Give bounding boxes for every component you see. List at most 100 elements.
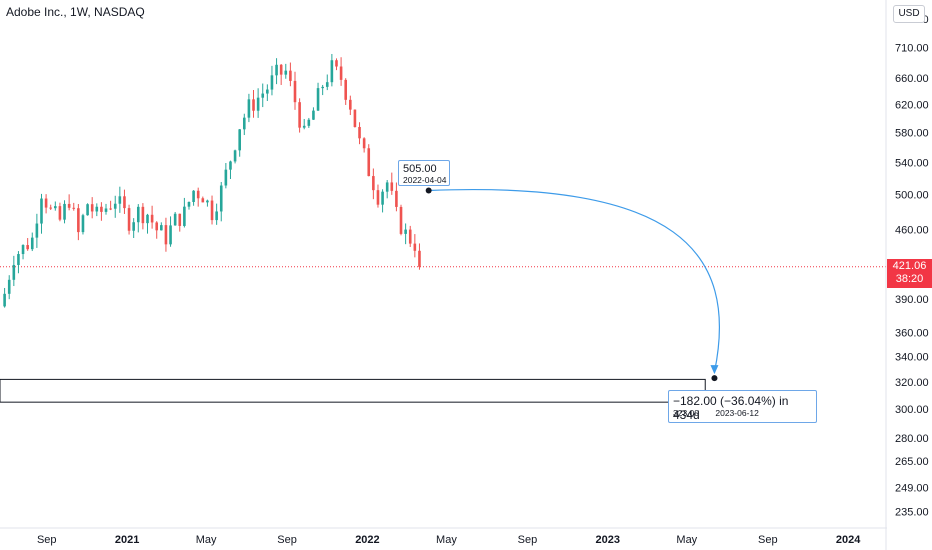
candle-body [173,213,177,226]
candle-body [279,64,283,75]
candle-body [316,88,320,111]
candle-body [132,222,135,231]
end-price-date: 323.00 2023-06-12 [673,408,759,418]
price-tick-label: 249.00 [895,482,929,494]
candle-body [293,80,297,103]
candle-body [229,161,232,170]
candle-body [381,191,384,205]
price-axis[interactable]: 760.00710.00660.00620.00580.00540.00500.… [885,0,929,550]
candle-body [256,97,260,111]
time-tick-label: May [676,534,697,546]
candle-body [95,206,99,212]
support-zone-rectangle [0,378,706,403]
price-tick-label: 390.00 [895,294,929,306]
candles-group [3,53,421,308]
candle-body [3,293,6,307]
candle-body [302,125,306,128]
price-tick-label: 265.00 [895,456,929,468]
candle-body [261,93,265,98]
support-zone-group [0,378,706,403]
candle-body [242,117,246,130]
candle-body [395,190,398,207]
measure-end-point [711,375,718,382]
price-tick-label: 710.00 [895,42,929,54]
candle-body [353,109,357,127]
candle-body [178,213,182,226]
candle-body [21,245,25,255]
candle-body [63,203,66,220]
time-tick-label: 2023 [596,534,620,546]
candle-body [362,138,366,149]
candle-body [201,198,205,203]
price-tick-label: 360.00 [895,328,929,340]
last-price-tag: 421.06 38:20 [887,258,932,288]
candle-body [187,201,191,207]
start-date: 2022-04-04 [403,175,447,185]
candle-body [40,198,43,224]
candle-body [390,182,394,191]
price-tick-label: 580.00 [895,127,929,139]
candle-body [408,229,412,244]
candle-body [146,214,149,224]
candle-body [284,70,288,75]
candle-body [247,99,251,118]
price-tick-label: 280.00 [895,433,929,445]
candle-body [224,169,228,186]
price-tick-label: 320.00 [895,377,929,389]
candle-body [399,206,403,234]
candle-body [219,185,223,212]
candle-body [109,208,112,210]
candle-body [252,99,255,111]
candle-body [233,150,237,162]
price-tick-label: 500.00 [895,190,929,202]
candle-body [335,60,338,67]
currency-badge[interactable]: USD [893,5,925,23]
candle-body [206,200,209,203]
candle-body [86,204,89,216]
candle-body [100,206,103,212]
measure-arrow-path [428,189,721,373]
price-tick-label: 540.00 [895,157,929,169]
candle-body [104,208,108,212]
candle-body [81,215,85,233]
candle-body [155,222,159,231]
candle-body [196,190,200,199]
candle-body [136,206,140,223]
candle-body [325,82,329,87]
candle-body [339,66,343,80]
candle-body [418,250,421,267]
candle-body [298,102,301,128]
measure-end-label[interactable]: −182.00 (−36.04%) in 434d 323.00 2023-06… [668,390,817,423]
candle-body [26,245,29,250]
candle-body [67,203,71,208]
candle-body [113,203,117,209]
candle-body [169,225,172,245]
candle-body [12,264,16,280]
time-tick-label: Sep [277,534,297,546]
price-tick-label: 660.00 [895,73,929,85]
candle-body [49,207,53,209]
candle-body [349,99,352,110]
candle-body [90,204,94,212]
time-tick-label: Sep [758,534,778,546]
time-tick-label: Sep [518,534,538,546]
time-axis[interactable]: Sep 2021 May Sep 2022 May Sep 2023 May Sep 2024 [0,527,887,546]
measure-arrow-head [710,365,719,375]
time-tick-label: 2024 [836,534,861,546]
candle-body [372,176,375,191]
measure-start-label[interactable]: 505.00 2022-04-04 [398,160,450,186]
candle-body [210,200,214,221]
candle-body [385,182,389,192]
candle-body [160,225,163,231]
end-price: 323.00 [673,408,699,418]
measure-arrow-group [425,187,721,382]
last-price-value: 421.06 [892,259,927,272]
candle-body [321,86,324,89]
candle-body [404,229,407,234]
candle-body [312,110,315,120]
candle-body [215,211,218,221]
candle-body [141,206,145,224]
candle-body [35,223,39,238]
candle-body [358,126,361,139]
